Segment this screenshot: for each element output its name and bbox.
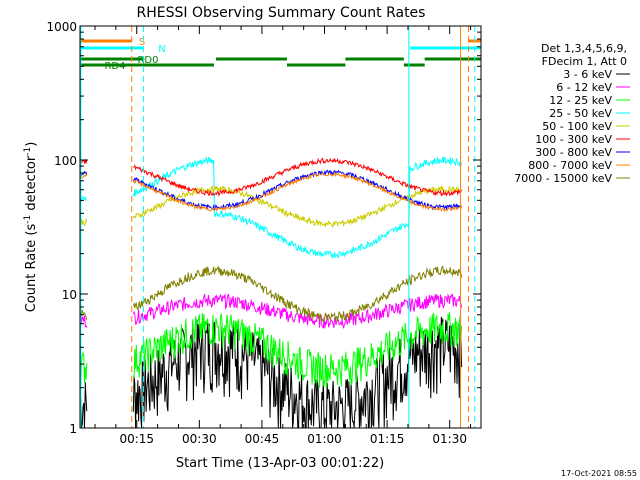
data-layer [79,156,463,429]
x-tick-label: 00:15 [119,432,154,446]
chart-title: RHESSI Observing Summary Count Rates [137,5,426,21]
x-tick-label: 01:15 [370,432,405,446]
legend: Det 1,3,4,5,6,9, FDecim 1, Att 0 3 - 6 k… [514,42,630,185]
plot-frame [79,25,482,429]
legend-entry-label: 100 - 300 keV [535,133,612,146]
y-tick-label: 10 [62,288,77,302]
y-axis-label: Count Rate (s-1 detector-1) [23,142,39,313]
x-tick-label: 00:30 [182,432,217,446]
legend-entry-label: 12 - 25 keV [549,94,612,107]
legend-entry-label: 7000 - 15000 keV [514,172,612,185]
legend-entry-label: 3 - 6 keV [563,68,612,81]
x-tick-label: 01:30 [432,432,467,446]
marker-layer [80,26,476,428]
y-tick-label: 1000 [46,20,77,34]
y-tick-label: 100 [54,154,77,168]
series-line [79,293,463,330]
legend-header-line2: FDecim 1, Att 0 [542,55,627,68]
axis-layer: 1 10 100 1000 00:15 00:30 00:45 01:00 01:15 01:30 [46,20,481,446]
legend-header-line1: Det 1,3,4,5,6,9, [541,42,627,55]
flag-bar-label: S [139,37,145,48]
flag-bar-label: RD0 [137,55,158,66]
legend-entry-label: 50 - 100 keV [542,120,612,133]
flag-bar-label: N [158,44,165,55]
x-tick-label: 01:00 [307,432,342,446]
legend-entry-label: 300 - 800 keV [535,146,612,159]
legend-entry-label: 25 - 50 keV [549,107,612,120]
x-tick-label: 00:45 [245,432,280,446]
series-line [79,156,463,259]
legend-entry-label: 6 - 12 keV [556,81,612,94]
x-axis-label: Start Time (13-Apr-03 00:01:22) [176,456,384,471]
y-tick-label: 1 [69,422,77,436]
flag-bar-label: RD4 [104,61,125,72]
footer-timestamp: 17-Oct-2021 08:55 [561,469,637,478]
legend-entry-label: 800 - 7000 keV [528,159,612,172]
